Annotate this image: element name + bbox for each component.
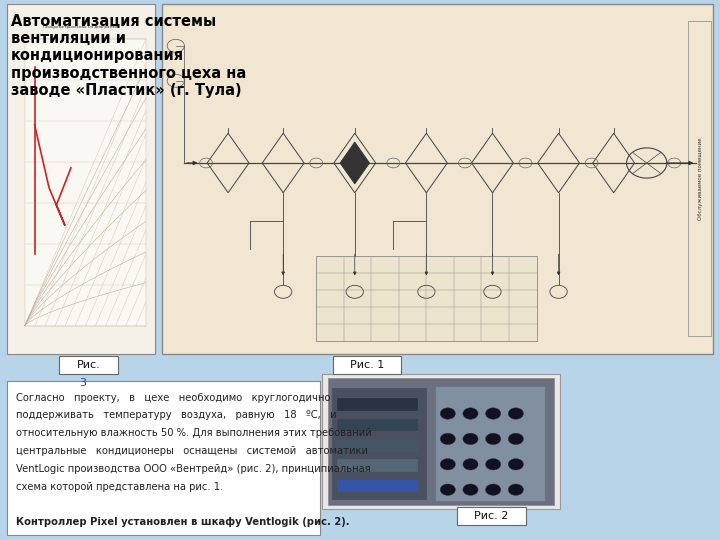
FancyBboxPatch shape — [332, 388, 428, 500]
FancyBboxPatch shape — [59, 356, 118, 374]
Text: Психрометрическая I-d диаграмма: Психрометрическая I-d диаграмма — [43, 25, 119, 29]
FancyBboxPatch shape — [337, 439, 418, 451]
Circle shape — [508, 408, 523, 419]
Circle shape — [440, 408, 456, 419]
Text: Рис. 2: Рис. 2 — [474, 511, 508, 521]
Circle shape — [463, 484, 478, 495]
Text: Обслуживаемое помещение: Обслуживаемое помещение — [698, 137, 703, 220]
Text: схема которой представлена на рис. 1.: схема которой представлена на рис. 1. — [16, 482, 223, 492]
FancyBboxPatch shape — [337, 418, 418, 431]
Text: Автоматизация системы
вентиляции и
кондиционирования
производственного цеха на
з: Автоматизация системы вентиляции и конди… — [11, 14, 246, 98]
Circle shape — [440, 484, 456, 495]
FancyBboxPatch shape — [337, 399, 418, 411]
FancyBboxPatch shape — [436, 387, 545, 501]
Circle shape — [485, 433, 501, 444]
Text: Контроллер Pixel установлен в шкафу Ventlogik (рис. 2).: Контроллер Pixel установлен в шкафу Vent… — [16, 517, 349, 528]
Circle shape — [463, 458, 478, 470]
FancyBboxPatch shape — [337, 459, 418, 472]
FancyBboxPatch shape — [328, 378, 554, 505]
FancyBboxPatch shape — [162, 4, 713, 354]
Text: Рис. 1: Рис. 1 — [350, 360, 384, 370]
Polygon shape — [340, 142, 369, 184]
Text: VentLogic производства ООО «Вентрейд» (рис. 2), принципиальная: VentLogic производства ООО «Вентрейд» (р… — [16, 464, 371, 474]
Circle shape — [485, 484, 501, 495]
FancyBboxPatch shape — [7, 381, 320, 535]
Text: Рис.: Рис. — [77, 360, 100, 370]
Circle shape — [485, 458, 501, 470]
Text: относительную влажность 50 %. Для выполнения этих требований: относительную влажность 50 %. Для выполн… — [16, 428, 372, 438]
Circle shape — [508, 458, 523, 470]
Text: 3: 3 — [79, 378, 86, 388]
FancyBboxPatch shape — [688, 21, 711, 336]
FancyBboxPatch shape — [337, 480, 418, 492]
Circle shape — [508, 484, 523, 495]
Circle shape — [463, 433, 478, 444]
FancyBboxPatch shape — [25, 39, 146, 326]
Circle shape — [440, 433, 456, 444]
FancyBboxPatch shape — [322, 374, 560, 509]
Circle shape — [485, 408, 501, 419]
Circle shape — [508, 433, 523, 444]
FancyBboxPatch shape — [316, 256, 536, 341]
Circle shape — [440, 458, 456, 470]
FancyBboxPatch shape — [333, 356, 401, 374]
Circle shape — [463, 408, 478, 419]
Text: поддерживать   температуру   воздуха,   равную   18   ºC,   и: поддерживать температуру воздуха, равную… — [16, 410, 336, 421]
Text: центральные   кондиционеры   оснащены   системой   автоматики: центральные кондиционеры оснащены систем… — [16, 446, 368, 456]
FancyBboxPatch shape — [457, 507, 526, 525]
Text: Согласно   проекту,   в   цехе   необходимо   круглогодично: Согласно проекту, в цехе необходимо круг… — [16, 393, 330, 403]
FancyBboxPatch shape — [7, 4, 155, 354]
